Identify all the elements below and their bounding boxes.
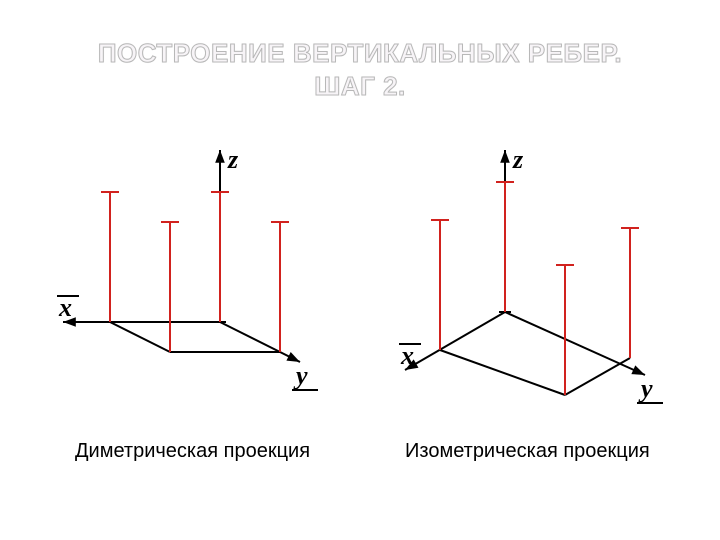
- page: ПОСТРОЕНИЕ ВЕРТИКАЛЬНЫХ РЕБЕР. ШАГ 2. z x…: [0, 0, 720, 540]
- dimetric-diagram: z x y: [55, 140, 355, 390]
- isometric-svg: zxy: [385, 140, 685, 390]
- svg-text:x: x: [58, 293, 72, 322]
- svg-text:z: z: [227, 145, 239, 174]
- caption-dimetric: Диметрическая проекция: [75, 440, 310, 463]
- svg-text:y: y: [638, 374, 653, 403]
- title-main: ПОСТРОЕНИЕ ВЕРТИКАЛЬНЫХ РЕБЕР.: [0, 38, 720, 69]
- svg-text:y: y: [293, 361, 308, 390]
- dimetric-svg: z x y: [55, 140, 355, 390]
- diagrams-row: z x y z x y: [0, 140, 720, 400]
- title-block: ПОСТРОЕНИЕ ВЕРТИКАЛЬНЫХ РЕБЕР. ШАГ 2.: [0, 38, 720, 102]
- isometric-diagram: zxy: [385, 140, 685, 390]
- svg-text:z: z: [512, 145, 524, 174]
- caption-isometric: Изометрическая проекция: [405, 440, 650, 463]
- svg-text:x: x: [400, 341, 414, 370]
- title-sub: ШАГ 2.: [0, 71, 720, 102]
